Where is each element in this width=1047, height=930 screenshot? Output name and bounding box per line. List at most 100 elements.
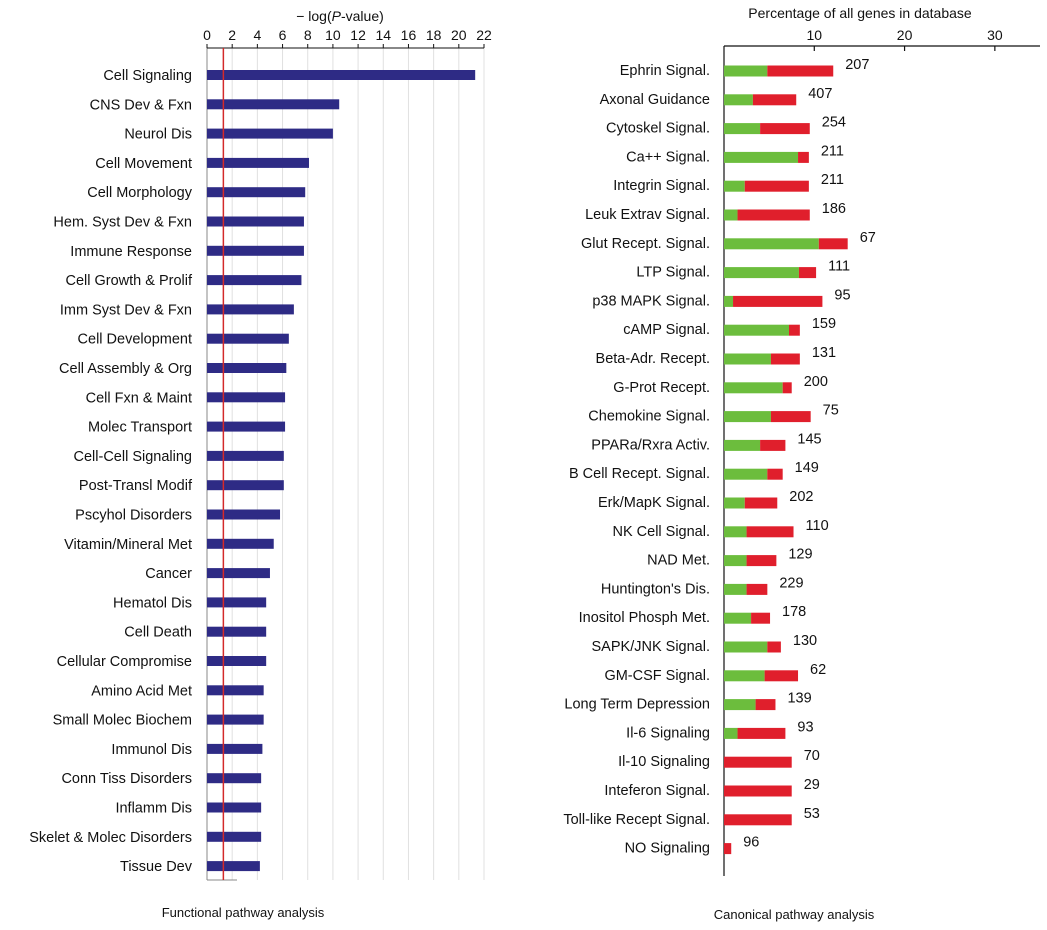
right-category-label: Ephrin Signal. xyxy=(620,63,710,79)
right-bar-green xyxy=(724,727,738,739)
left-category-label: Skelet & Molec Disorders xyxy=(29,830,192,846)
left-bar xyxy=(207,656,267,666)
left-category-label: Conn Tiss Disorders xyxy=(61,771,192,787)
left-bar xyxy=(207,128,333,139)
right-count-label: 70 xyxy=(804,748,820,764)
right-bar-green xyxy=(724,555,747,567)
left-bar xyxy=(207,99,340,110)
right-count-label: 407 xyxy=(808,86,832,102)
right-bar-red xyxy=(733,295,823,307)
right-count-label: 202 xyxy=(789,489,813,505)
right-count-label: 111 xyxy=(828,259,850,275)
left-bar xyxy=(207,861,260,872)
right-bar-green xyxy=(724,324,790,336)
right-count-label: 75 xyxy=(823,403,839,419)
right-tick-label: 30 xyxy=(987,27,1003,43)
right-category-label: G-Prot Recept. xyxy=(613,380,710,396)
right-category-label: Ca++ Signal. xyxy=(626,149,710,165)
canonical-pathway-chart: 10 20 30 Percentage of all genes in databa… xyxy=(563,5,1040,922)
left-gridlines xyxy=(206,48,485,881)
left-bar xyxy=(207,480,284,491)
left-bar xyxy=(207,802,262,813)
right-bar-green xyxy=(724,670,765,682)
left-category-label: Tissue Dev xyxy=(120,859,193,875)
left-bar xyxy=(207,363,287,373)
functional-pathway-chart: 0 2 4 6 8 10 12 14 16 18 20 22 − log(P-value) Cell … xyxy=(29,8,492,920)
left-bar xyxy=(207,743,263,754)
left-bar xyxy=(207,392,286,403)
right-category-label: Glut Recept. Signal. xyxy=(581,236,710,252)
right-bar-red xyxy=(782,382,792,394)
left-category-label: Cell-Cell Signaling xyxy=(74,449,192,465)
left-bar xyxy=(207,831,262,842)
right-category-label: Erk/MapK Signal. xyxy=(598,495,710,511)
left-category-label: Cell Development xyxy=(78,332,192,348)
right-bar-red xyxy=(767,65,834,77)
left-category-label: Cell Fxn & Maint xyxy=(86,390,192,406)
right-bar-green xyxy=(724,151,799,163)
left-bar xyxy=(207,597,267,608)
left-category-label: Cell Growth & Prolif xyxy=(65,273,192,289)
left-bar xyxy=(207,304,294,315)
right-bar-red xyxy=(737,209,810,221)
right-category-label: Il-6 Signaling xyxy=(626,725,710,741)
right-bar-green xyxy=(724,180,745,192)
left-category-label: Neurol Dis xyxy=(124,127,192,143)
right-category-label: Toll-like Recept Signal. xyxy=(563,812,710,828)
right-bar-green xyxy=(724,439,761,451)
right-count-label: 145 xyxy=(797,431,821,447)
right-category-label: NK Cell Signal. xyxy=(612,524,710,540)
left-bar xyxy=(207,509,281,520)
right-bar-red xyxy=(724,814,792,826)
right-category-label: Axonal Guidance xyxy=(600,92,710,108)
right-category-label: Long Term Depression xyxy=(564,697,710,713)
right-bar-green xyxy=(724,295,734,307)
right-count-label: 110 xyxy=(806,518,829,534)
right-bar-red xyxy=(789,324,800,336)
left-category-label: Pscyhol Disorders xyxy=(75,508,192,524)
right-bar-red xyxy=(724,843,732,855)
right-category-label: Cytoskel Signal. xyxy=(606,121,710,137)
right-bar-green xyxy=(724,267,799,279)
right-bar-green xyxy=(724,123,761,135)
right-count-label: 62 xyxy=(810,662,826,678)
left-tick-label: 8 xyxy=(304,27,312,43)
right-category-label: NAD Met. xyxy=(647,553,710,569)
left-bar xyxy=(207,275,302,286)
left-x-ticks: 0 2 4 6 8 10 12 14 16 18 20 22 xyxy=(203,27,492,48)
right-category-label: GM-CSF Signal. xyxy=(604,668,710,684)
right-category-label: B Cell Recept. Signal. xyxy=(569,466,710,482)
right-category-label: cAMP Signal. xyxy=(623,322,710,338)
left-category-label: Immune Response xyxy=(70,244,192,260)
right-count-label: 178 xyxy=(782,604,806,620)
left-category-label: CNS Dev & Fxn xyxy=(90,97,192,113)
right-count-label: 186 xyxy=(822,201,846,217)
left-category-label: Cancer xyxy=(145,566,192,582)
left-category-label: Hematol Dis xyxy=(113,595,192,611)
left-category-label: Immunol Dis xyxy=(111,742,192,758)
left-category-label: Inflamm Dis xyxy=(115,801,192,817)
left-tick-label: 4 xyxy=(253,27,261,43)
left-tick-label: 2 xyxy=(228,27,236,43)
left-bars xyxy=(207,70,476,872)
right-bar-green xyxy=(724,612,752,624)
left-bar xyxy=(207,685,264,696)
left-category-label: Molec Transport xyxy=(88,420,192,436)
right-bar-red xyxy=(798,267,817,279)
right-bar-green xyxy=(724,382,783,394)
right-bar-green xyxy=(724,65,768,77)
right-category-label: NO Signaling xyxy=(625,841,710,857)
right-count-label: 159 xyxy=(812,316,836,332)
right-x-axis-title: Percentage of all genes in database xyxy=(748,5,972,21)
right-category-labels: Ephrin Signal. Axonal Guidance Cytoskel Si… xyxy=(563,63,710,857)
right-bar-green xyxy=(724,641,768,653)
right-category-label: Chemokine Signal. xyxy=(588,409,710,425)
left-tick-label: 16 xyxy=(401,27,417,43)
right-bar-green xyxy=(724,526,747,538)
left-x-axis-title: − log(P-value) xyxy=(296,8,384,24)
left-bar xyxy=(207,333,289,344)
right-x-ticks: 10 20 30 xyxy=(806,27,1003,51)
left-tick-label: 22 xyxy=(476,27,492,43)
left-bar xyxy=(207,157,309,168)
right-count-label: 139 xyxy=(787,691,811,707)
